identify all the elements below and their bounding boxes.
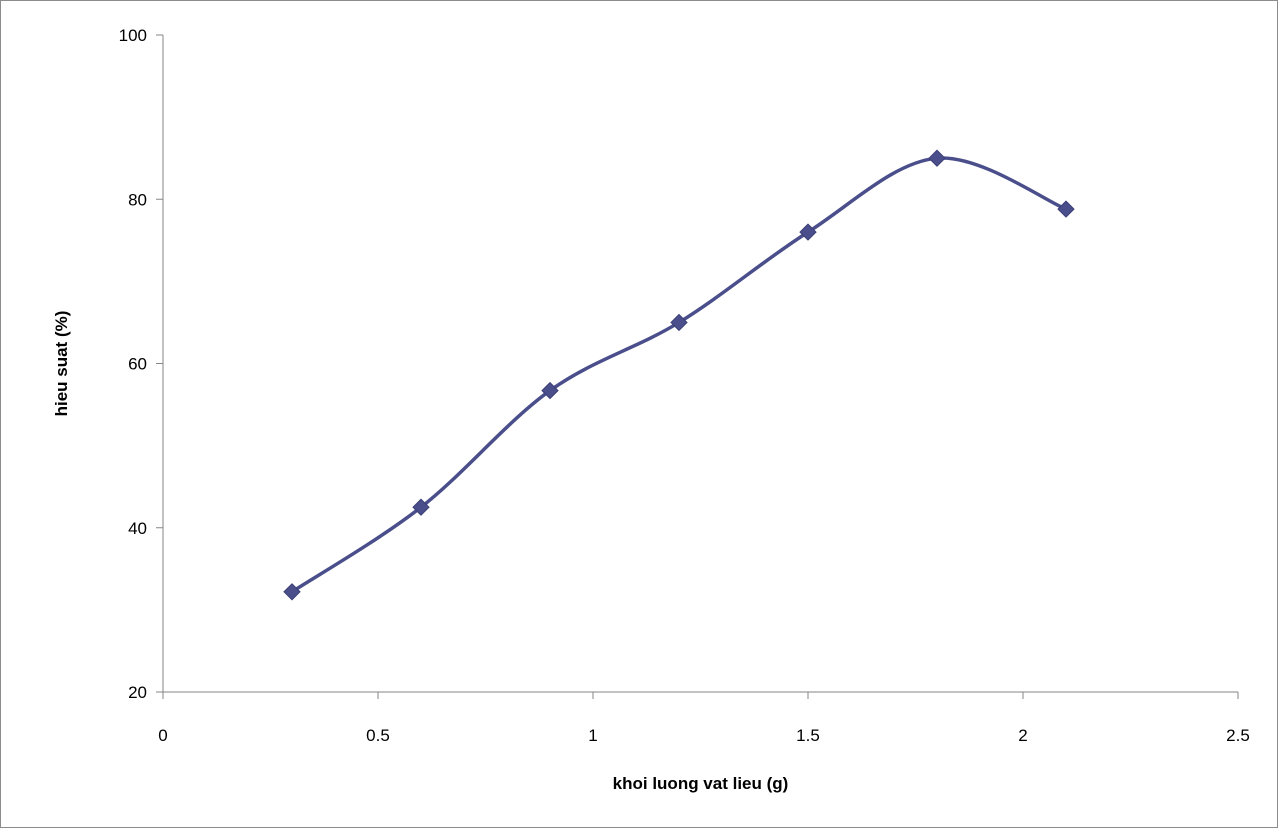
x-axis-ticks: 0 0.5 1 1.5 2 2.5 [158,692,1250,745]
series-line [291,156,1067,594]
x-tick-label: 1.5 [796,726,820,745]
data-point-marker [283,583,301,601]
data-point-marker [928,149,946,167]
y-tick-label: 60 [128,355,147,374]
axes: 20 40 60 80 100 0 0.5 1 1.5 2 2.5 [119,26,1250,745]
data-point-marker [412,498,430,516]
x-tick-label: 0 [158,726,167,745]
data-point-marker [541,381,559,400]
x-tick-label: 2.5 [1226,726,1250,745]
data-point-marker [670,313,688,332]
y-axis-ticks: 20 40 60 80 100 [119,26,163,702]
series-group [283,149,1075,601]
x-axis-title: khoi luong vat lieu (g) [613,774,789,793]
x-tick-label: 1 [588,726,597,745]
y-tick-label: 20 [128,683,147,702]
y-tick-label: 100 [119,26,147,45]
x-tick-label: 2 [1018,726,1027,745]
y-tick-label: 80 [128,190,147,209]
data-point-marker [799,223,817,241]
y-tick-label: 40 [128,519,147,538]
x-tick-label: 0.5 [366,726,390,745]
data-point-marker [1057,200,1075,218]
y-axis-title: hieu suat (%) [52,311,71,417]
